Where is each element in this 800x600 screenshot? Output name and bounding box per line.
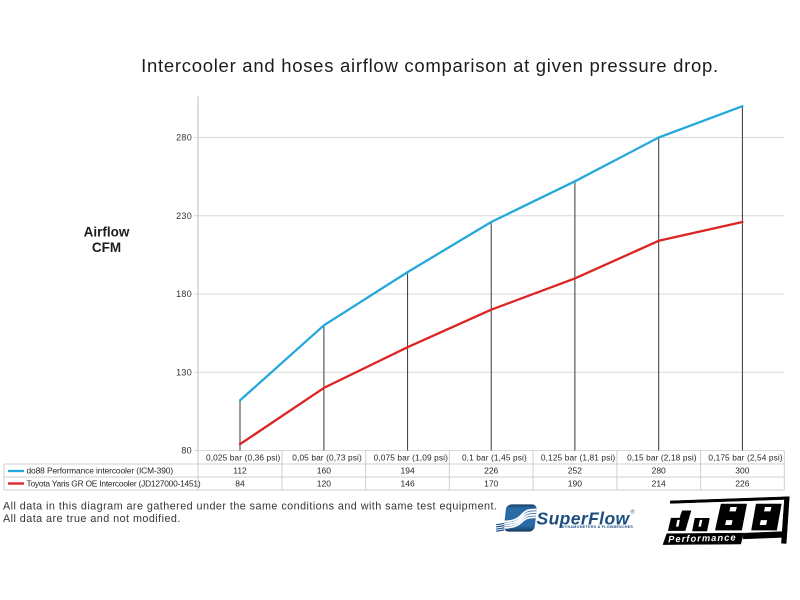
svg-text:130: 130 [176,367,192,377]
svg-text:170: 170 [484,479,498,489]
svg-text:120: 120 [317,479,331,489]
svg-text:280: 280 [176,133,192,143]
svg-text:194: 194 [401,466,415,476]
svg-text:0,175 bar (2,54 psi): 0,175 bar (2,54 psi) [708,453,782,463]
svg-text:Toyota Yaris GR OE Intercooler: Toyota Yaris GR OE Intercooler (JD127000… [27,479,201,489]
svg-text:0,125 bar (1,81 psi): 0,125 bar (1,81 psi) [541,453,615,463]
svg-text:84: 84 [235,479,245,489]
svg-text:112: 112 [233,466,247,476]
svg-text:DYNAMOMETERS & FLOWBENCHES: DYNAMOMETERS & FLOWBENCHES [562,525,633,529]
svg-text:80: 80 [181,446,192,456]
svg-text:Intercooler and hoses airflow: Intercooler and hoses airflow comparison… [141,55,719,76]
svg-text:0,075 bar (1,09 psi): 0,075 bar (1,09 psi) [374,453,448,463]
svg-text:146: 146 [401,479,415,489]
svg-text:300: 300 [735,466,749,476]
svg-text:Performance: Performance [668,532,737,544]
svg-text:230: 230 [176,211,192,221]
svg-text:®: ® [631,509,635,516]
svg-text:252: 252 [568,466,582,476]
svg-text:0,15 bar (2,18 psi): 0,15 bar (2,18 psi) [627,453,697,463]
svg-text:CFM: CFM [92,240,121,255]
svg-text:All data in this diagram are g: All data in this diagram are gathered un… [3,501,497,513]
svg-text:0,1 bar (1,45 psi): 0,1 bar (1,45 psi) [462,453,527,463]
svg-text:do88 Performance intercooler (: do88 Performance intercooler (ICM-390) [27,466,174,476]
svg-text:All data are true and not modi: All data are true and not modified. [3,513,181,525]
svg-text:SuperFlow: SuperFlow [537,508,631,528]
svg-text:Airflow: Airflow [84,225,130,240]
svg-text:0,05 bar (0,73 psi): 0,05 bar (0,73 psi) [292,453,362,463]
svg-text:160: 160 [317,466,331,476]
svg-text:226: 226 [735,479,749,489]
svg-text:280: 280 [652,466,666,476]
svg-text:0,025 bar (0,36 psi): 0,025 bar (0,36 psi) [206,453,280,463]
svg-text:190: 190 [568,479,582,489]
svg-text:214: 214 [652,479,666,489]
svg-text:226: 226 [484,466,498,476]
svg-text:180: 180 [176,289,192,299]
